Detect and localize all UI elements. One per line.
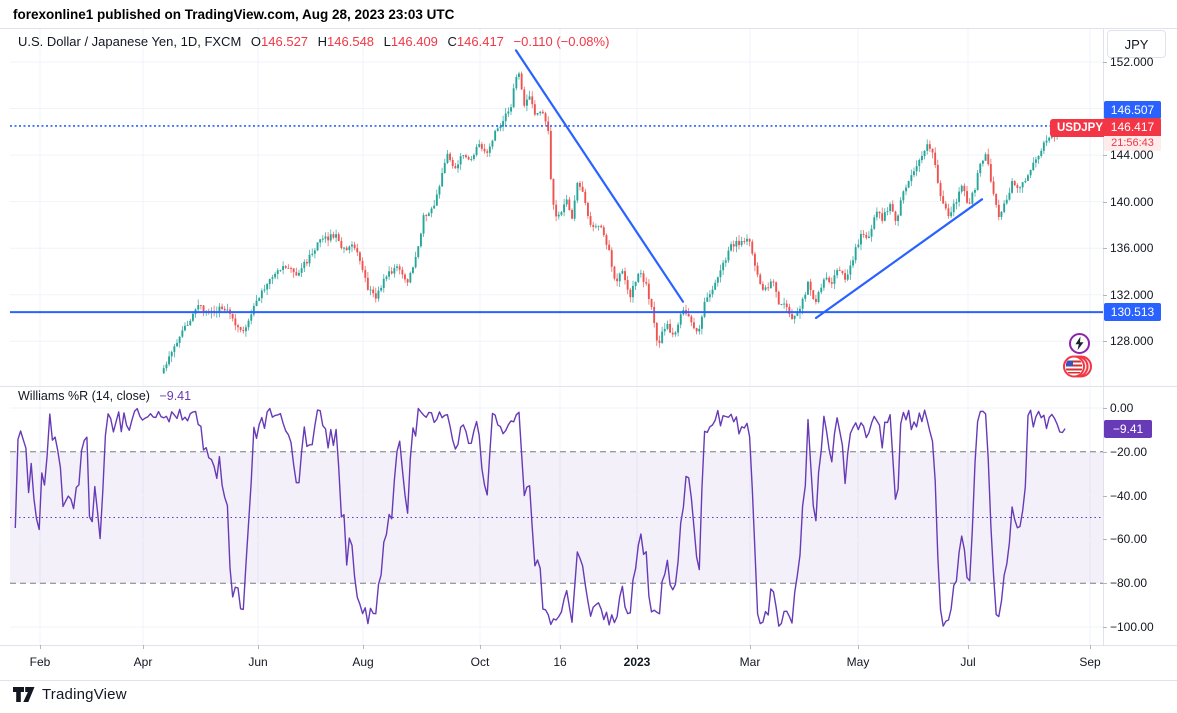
- williams-r-value: −9.41: [159, 389, 192, 403]
- time-axis-label: Jun: [248, 655, 268, 669]
- symbol-price-chip: USDJPY: [1050, 119, 1111, 137]
- time-axis-tick: [143, 645, 144, 649]
- high-value: 146.548: [327, 34, 375, 49]
- time-axis-label: Apr: [133, 655, 153, 669]
- low-value: 146.409: [390, 34, 438, 49]
- symbol-legend: U.S. Dollar / Japanese Yen, 1D, FXCM O14…: [18, 34, 609, 49]
- wr-axis-tick: [1103, 583, 1107, 584]
- last-price-value: 146.417: [1104, 118, 1161, 136]
- price-axis-tick: [1103, 62, 1107, 63]
- currency-unit-button[interactable]: JPY: [1107, 30, 1166, 58]
- time-axis-label: Feb: [29, 655, 51, 669]
- time-axis-label: May: [846, 655, 870, 669]
- panel-divider: [0, 386, 1177, 387]
- wr-axis-tick: [1103, 539, 1107, 540]
- level-price-badge: 146.507: [1104, 101, 1161, 119]
- wr-axis-label: −80.00: [1110, 576, 1148, 590]
- time-axis-tick: [480, 645, 481, 649]
- time-axis-label: Mar: [739, 655, 761, 669]
- price-axis-tick: [1103, 202, 1107, 203]
- price-axis-label: 140.000: [1110, 195, 1154, 209]
- wr-axis-tick: [1103, 408, 1107, 409]
- time-axis-tick: [637, 645, 638, 649]
- change-value: −0.110 (−0.08%): [513, 34, 610, 49]
- time-axis-tick: [858, 645, 859, 649]
- time-axis-tick: [968, 645, 969, 649]
- wr-axis-tick: [1103, 627, 1107, 628]
- time-axis-tick: [1090, 645, 1091, 649]
- price-axis-label: 152.000: [1110, 55, 1154, 69]
- time-axis-border: [0, 645, 1177, 646]
- time-axis-label: Aug: [352, 655, 374, 669]
- support-price-badge: 130.513: [1104, 303, 1161, 321]
- price-axis-label: 136.000: [1110, 241, 1154, 255]
- price-axis-tick: [1103, 295, 1107, 296]
- tradingview-brand: TradingView: [42, 686, 127, 703]
- close-value: 146.417: [456, 34, 504, 49]
- price-axis-tick: [1103, 248, 1107, 249]
- price-axis-label: 144.000: [1110, 148, 1154, 162]
- wr-axis-label: −100.00: [1110, 620, 1154, 634]
- time-axis-label: Jul: [960, 655, 976, 669]
- wr-axis-label: −40.00: [1110, 489, 1148, 503]
- price-axis-tick: [1103, 341, 1107, 342]
- time-axis-label: Sep: [1079, 655, 1101, 669]
- symbol-title[interactable]: U.S. Dollar / Japanese Yen, 1D, FXCM: [18, 34, 242, 49]
- last-price-badge: 146.417 21:56:43: [1104, 118, 1161, 151]
- open-value: 146.527: [261, 34, 309, 49]
- footer-border: [0, 680, 1177, 681]
- williams-r-badge: −9.41: [1104, 420, 1152, 438]
- wr-axis-label: −20.00: [1110, 445, 1148, 459]
- time-axis-label: 2023: [623, 655, 651, 669]
- williams-r-title[interactable]: Williams %R (14, close): [18, 389, 150, 403]
- williams-r-legend: Williams %R (14, close) −9.41: [18, 389, 191, 403]
- tradingview-logo-icon: [13, 687, 35, 702]
- symbol-flags-icon: [1061, 353, 1093, 385]
- publish-header: forexonline1 published on TradingView.co…: [13, 7, 455, 22]
- boost-lightning-icon: [1068, 332, 1091, 360]
- time-axis-label: 16: [553, 655, 567, 669]
- wr-axis-label: −60.00: [1110, 532, 1148, 546]
- price-axis-border: [1103, 28, 1104, 645]
- price-axis-label: 132.000: [1110, 288, 1154, 302]
- bar-countdown: 21:56:43: [1104, 136, 1161, 151]
- low-label: L: [383, 34, 391, 49]
- wr-axis-tick: [1103, 452, 1107, 453]
- tradingview-footer-link[interactable]: TradingView: [13, 686, 127, 703]
- high-label: H: [317, 34, 328, 49]
- wr-axis-tick: [1103, 496, 1107, 497]
- time-axis-label: Oct: [470, 655, 490, 669]
- time-axis-tick: [750, 645, 751, 649]
- time-axis-tick: [560, 645, 561, 649]
- price-axis-label: 128.000: [1110, 334, 1154, 348]
- wr-axis-label: 0.00: [1110, 401, 1134, 415]
- price-axis-tick: [1103, 155, 1107, 156]
- time-axis-tick: [363, 645, 364, 649]
- close-label: C: [447, 34, 457, 49]
- open-label: O: [250, 34, 262, 49]
- chart-top-border: [0, 28, 1177, 29]
- time-axis-tick: [258, 645, 259, 649]
- time-axis-tick: [40, 645, 41, 649]
